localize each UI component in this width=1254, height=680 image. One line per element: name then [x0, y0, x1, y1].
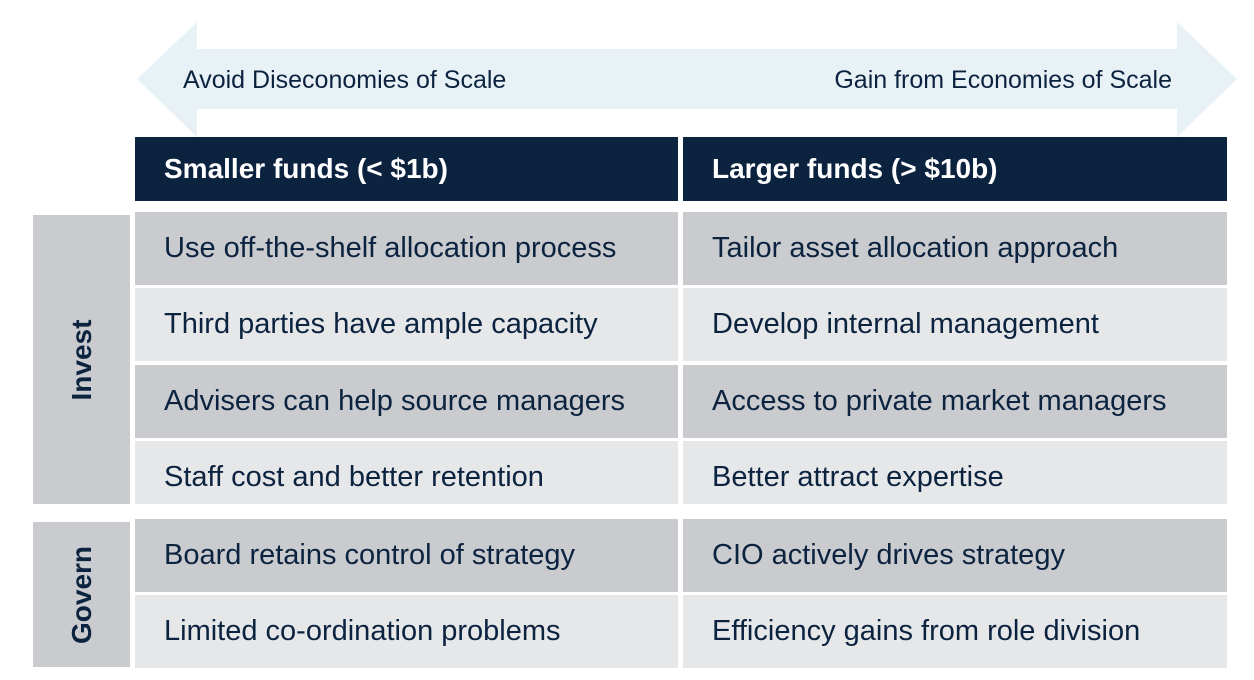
- table-cell-invest-2-left: Third parties have ample capacity: [135, 288, 678, 361]
- table-cell-invest-3-right: Access to private market managers: [683, 365, 1227, 438]
- group-label-govern: Govern: [33, 522, 130, 667]
- table-cell-invest-1-right: Tailor asset allocation approach: [683, 212, 1227, 285]
- table-cell-invest-4-left: Staff cost and better retention: [135, 441, 678, 504]
- group-label-invest-text: Invest: [65, 319, 97, 400]
- table-cell-govern-2-right: Efficiency gains from role division: [683, 595, 1227, 668]
- header-larger-funds: Larger funds (> $10b): [683, 137, 1227, 201]
- table-cell-invest-3-left: Advisers can help source managers: [135, 365, 678, 438]
- arrow-right-label: Gain from Economies of Scale: [834, 66, 1172, 94]
- table-cell-invest-4-right: Better attract expertise: [683, 441, 1227, 504]
- table-cell-invest-1-left: Use off-the-shelf allocation process: [135, 212, 678, 285]
- table-cell-govern-1-left: Board retains control of strategy: [135, 519, 678, 592]
- table-cell-govern-2-left: Limited co-ordination problems: [135, 595, 678, 668]
- group-label-invest: Invest: [33, 215, 130, 504]
- table-cell-invest-2-right: Develop internal management: [683, 288, 1227, 361]
- header-smaller-funds: Smaller funds (< $1b): [135, 137, 678, 201]
- group-label-govern-text: Govern: [65, 545, 97, 644]
- arrow-left-label: Avoid Diseconomies of Scale: [183, 66, 507, 94]
- table-cell-govern-1-right: CIO actively drives strategy: [683, 519, 1227, 592]
- scale-double-arrow: [137, 22, 1237, 137]
